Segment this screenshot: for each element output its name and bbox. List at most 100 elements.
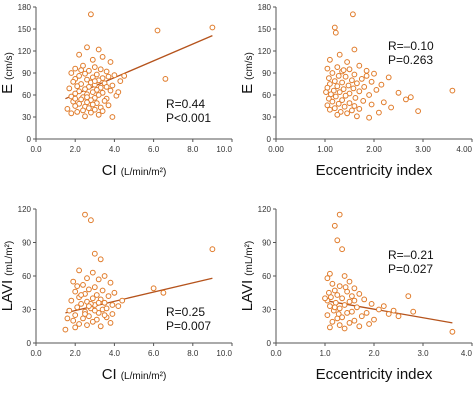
x-tick-label: 2.0 — [70, 145, 82, 154]
data-point — [89, 295, 96, 302]
stat-label: P=0.027 — [388, 262, 433, 276]
data-point — [331, 304, 338, 311]
data-point — [331, 287, 338, 294]
data-point — [358, 313, 365, 320]
data-point — [349, 308, 355, 315]
data-point — [327, 324, 333, 331]
data-point — [101, 312, 108, 319]
x-tick-label: 4.00 — [456, 145, 472, 154]
data-point — [361, 296, 368, 303]
stat-label: P=0.007 — [166, 319, 211, 333]
data-point — [341, 302, 348, 308]
data-point — [330, 87, 337, 94]
data-point — [339, 79, 346, 86]
data-point — [329, 280, 336, 287]
data-point — [332, 29, 339, 36]
data-point — [336, 211, 343, 218]
data-point — [80, 282, 86, 288]
data-point — [97, 323, 104, 330]
data-point — [371, 70, 377, 77]
data-point — [95, 92, 102, 98]
data-point — [72, 103, 79, 109]
data-point — [160, 289, 167, 296]
y-tick-label: 30 — [262, 306, 271, 315]
data-point — [380, 303, 387, 310]
data-point — [324, 312, 331, 319]
data-point — [334, 292, 341, 298]
data-point — [351, 103, 358, 109]
data-point — [339, 246, 346, 253]
data-point — [356, 323, 363, 330]
x-tick-label: 0.0 — [30, 349, 42, 358]
data-point — [91, 284, 98, 291]
y-tick-label: 180 — [18, 3, 32, 12]
data-point — [366, 321, 373, 327]
x-tick-label: 4.0 — [109, 145, 121, 154]
x-tick-label: 2.00 — [366, 145, 382, 154]
y-tick-label: 0 — [27, 339, 32, 348]
x-tick-label: 2.0 — [368, 349, 380, 358]
data-point — [388, 104, 395, 111]
data-point — [329, 318, 336, 325]
data-point — [371, 316, 377, 323]
x-tick-label: 10.0 — [216, 145, 232, 154]
data-point — [378, 81, 385, 88]
data-point — [76, 321, 82, 327]
data-point — [93, 71, 100, 78]
stat-label: R=–0.10 — [388, 39, 434, 53]
data-point — [344, 310, 351, 316]
y-tick-label: 0 — [267, 135, 272, 144]
data-point — [327, 56, 333, 63]
data-point — [390, 307, 397, 314]
x-tick-label: 6.0 — [148, 145, 160, 154]
data-point — [349, 293, 355, 300]
data-point — [99, 108, 106, 114]
data-point — [74, 109, 81, 115]
data-point — [345, 82, 352, 89]
data-point — [346, 100, 353, 106]
x-tick-label: 3.0 — [417, 349, 429, 358]
data-point — [366, 92, 373, 98]
data-point — [70, 78, 77, 85]
data-point — [119, 297, 126, 304]
data-point — [366, 114, 373, 121]
data-point — [346, 66, 353, 73]
data-point — [82, 70, 88, 77]
data-point — [101, 299, 108, 306]
data-point — [350, 85, 357, 92]
stat-label: R=0.25 — [166, 305, 205, 319]
data-point — [68, 297, 75, 304]
data-point — [97, 256, 104, 263]
data-point — [334, 83, 341, 90]
data-point — [62, 326, 69, 333]
data-point — [331, 105, 338, 112]
data-point — [82, 211, 88, 218]
data-point — [335, 100, 342, 107]
data-point — [95, 299, 102, 306]
data-point — [97, 66, 104, 73]
data-point — [109, 82, 116, 89]
x-tick-label: 1.0 — [319, 349, 331, 358]
data-point — [72, 312, 79, 319]
data-point — [84, 275, 90, 282]
data-point — [349, 107, 355, 114]
data-point — [107, 87, 114, 94]
data-point — [340, 86, 347, 92]
data-point — [82, 311, 88, 317]
chart-panel-1: 0 30 60 90 120 150 180 0.0 2.0 4.0 6.0 8.0 10.0 R=0.4… — [0, 3, 233, 179]
data-point — [342, 284, 349, 291]
x-tick-label: 2.0 — [70, 349, 82, 358]
data-point — [356, 88, 363, 95]
data-point — [111, 289, 118, 296]
data-point — [346, 278, 353, 285]
data-point — [335, 311, 342, 317]
y-tick-label: 0 — [267, 339, 272, 348]
x-tick-label: 0.0 — [30, 145, 42, 154]
data-point — [332, 299, 339, 306]
data-point — [89, 89, 96, 95]
data-point — [88, 11, 94, 18]
data-point — [99, 54, 106, 60]
data-point — [376, 109, 382, 116]
y-axis-title: LAVI(mL/m²) — [239, 241, 256, 311]
